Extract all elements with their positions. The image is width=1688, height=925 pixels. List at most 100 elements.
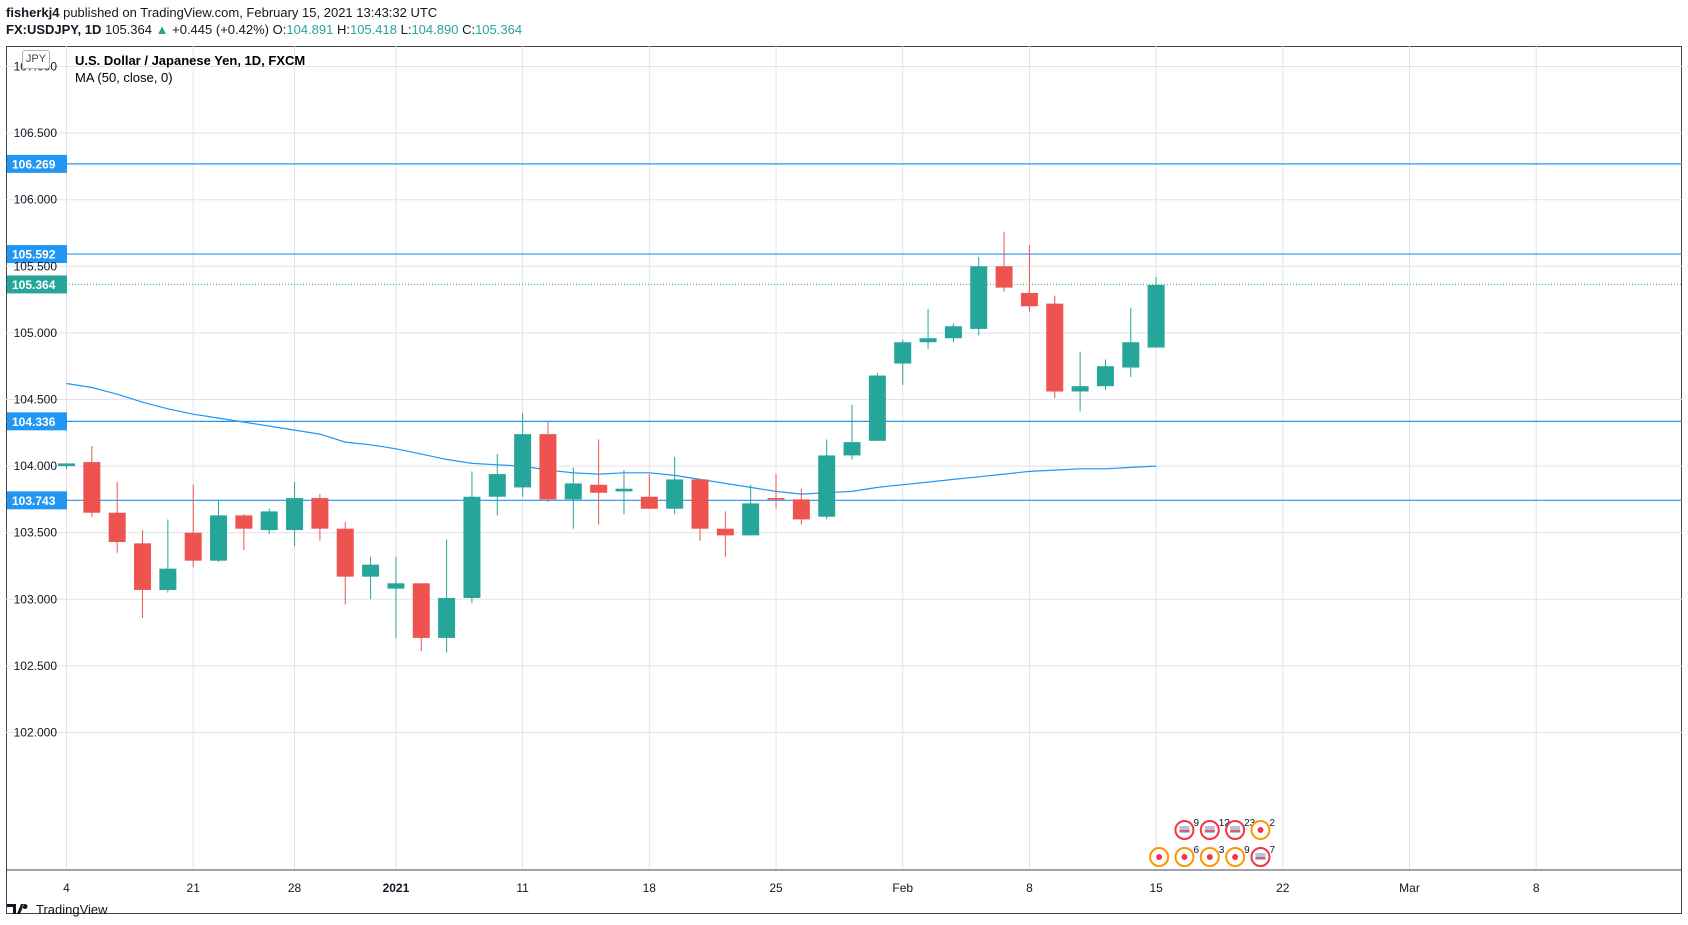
y-tick-label: 106.000: [14, 193, 58, 207]
candle: [488, 454, 506, 516]
candle-body: [944, 326, 962, 339]
candle: [590, 439, 608, 525]
candle-body: [58, 463, 75, 467]
candle: [58, 463, 75, 469]
close-value: 105.364: [475, 22, 523, 37]
candle: [666, 456, 684, 515]
candle-body: [1046, 303, 1064, 392]
x-tick-label: 2021: [383, 881, 410, 895]
flag-stripes-icon: [1230, 826, 1241, 833]
x-tick-label: 4: [63, 881, 70, 895]
candle: [716, 511, 734, 557]
y-tick-label: 105.500: [14, 259, 58, 273]
candle: [894, 339, 912, 385]
candle-body: [514, 434, 532, 488]
candle: [1096, 359, 1114, 391]
candle: [412, 583, 430, 652]
candle-body: [716, 528, 734, 536]
event-count: 12: [1219, 818, 1231, 829]
candle: [818, 439, 836, 520]
candle: [792, 488, 810, 525]
currency-badge[interactable]: JPY: [22, 50, 50, 69]
ma-50-line: [66, 382, 1157, 495]
chart-header: fisherkj4 published on TradingView.com, …: [6, 4, 522, 38]
brand-name[interactable]: TradingView: [36, 901, 108, 917]
price-label: 104.336: [12, 415, 56, 429]
moving-average: [66, 382, 1157, 495]
candle-body: [970, 266, 988, 329]
high-value: 105.418: [349, 22, 397, 37]
candle: [514, 412, 532, 497]
flag-stripes-icon: [1255, 853, 1266, 860]
candle-body: [210, 515, 228, 561]
x-tick-label: Feb: [892, 881, 913, 895]
high-label: H:: [336, 22, 350, 37]
x-tick-label: 8: [1026, 881, 1033, 895]
candle-body: [691, 479, 709, 529]
candle: [640, 474, 658, 509]
candle: [286, 482, 304, 547]
event-count: 9: [1244, 845, 1250, 856]
event-center-dot: [1181, 854, 1188, 860]
candle: [539, 422, 557, 503]
candle-body: [463, 496, 481, 598]
candle: [691, 479, 709, 541]
event-center-dot: [1257, 827, 1264, 833]
x-tick-label: 21: [187, 881, 201, 895]
price-label-box: [7, 412, 67, 431]
x-tick-label: Mar: [1399, 881, 1420, 895]
candle: [108, 482, 126, 553]
candle: [843, 404, 861, 460]
legend-ma: MA (50, close, 0): [75, 70, 173, 85]
tradingview-logo-icon: [7, 904, 28, 914]
publish-info: published on TradingView.com, February 1…: [59, 5, 438, 20]
candle-body: [336, 528, 354, 577]
legend-title: U.S. Dollar / Japanese Yen, 1D, FXCM: [75, 53, 305, 68]
candle: [463, 471, 481, 604]
x-tick-label: 11: [516, 881, 529, 895]
candle-body: [792, 499, 810, 520]
candle-body: [868, 375, 886, 441]
symbol-label: FX:USDJPY, 1D: [6, 22, 102, 37]
candle-body: [235, 515, 253, 529]
y-tick-label: 106.500: [14, 126, 58, 140]
candle: [210, 500, 228, 563]
candle: [260, 508, 278, 535]
grid: [6, 46, 1682, 870]
y-tick-label: 102.000: [14, 726, 58, 740]
candle-body: [1020, 292, 1038, 307]
price-label-box: [7, 154, 67, 173]
candle-body: [615, 488, 633, 492]
horizontal-lines: 106.269 105.592 104.336 103.743 105.364: [6, 154, 1682, 510]
author-name[interactable]: fisherkj4: [6, 5, 60, 20]
y-tick-label: 103.500: [14, 526, 58, 540]
candle-body: [919, 338, 937, 343]
candle-body: [134, 543, 152, 590]
candle: [1046, 295, 1064, 399]
candle: [767, 474, 785, 509]
candle-body: [159, 568, 177, 590]
x-tick-label: 25: [769, 881, 783, 895]
price-change: +0.445 (+0.42%): [172, 22, 269, 37]
flag-stripes-icon: [1204, 826, 1215, 833]
candle: [438, 539, 456, 653]
change-arrow-icon: ▲: [155, 22, 169, 37]
candle: [184, 484, 202, 568]
x-tick-label: 18: [643, 881, 657, 895]
flag-stripes-icon: [1179, 826, 1190, 833]
candle: [235, 514, 253, 551]
y-tick-label: 103.000: [14, 592, 58, 606]
candle-body: [590, 484, 608, 493]
candle-body: [539, 434, 557, 500]
candle: [970, 256, 988, 336]
event-count: 6: [1193, 845, 1199, 856]
price-label-box: [7, 245, 67, 264]
candle-body: [843, 442, 861, 456]
open-value: 104.891: [286, 22, 334, 37]
candle-body: [311, 498, 329, 529]
y-tick-label: 104.500: [14, 393, 58, 407]
candle: [564, 467, 582, 529]
axes: 107.000106.500106.000105.500105.000104.5…: [6, 60, 1682, 895]
chart-frame: [6, 46, 1682, 914]
